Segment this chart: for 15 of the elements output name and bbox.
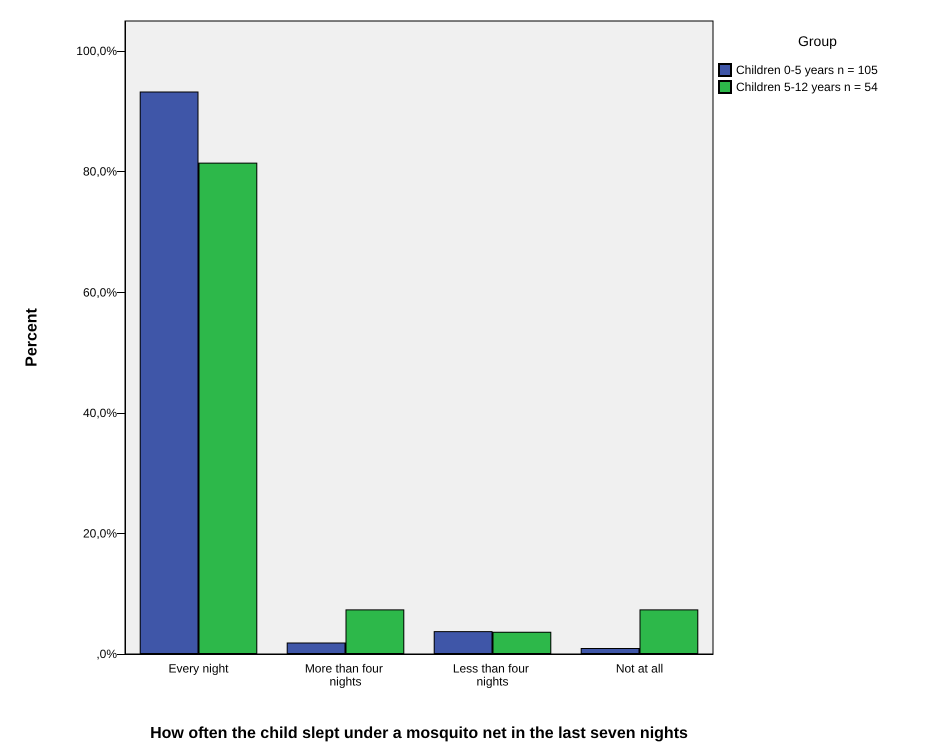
x-axis-title: How often the child slept under a mosquito net in the last seven nights (150, 725, 688, 742)
legend-title: Group (798, 33, 838, 49)
x-tick-label: Every night (168, 662, 230, 676)
y-tick-label: 80,0% (82, 164, 118, 179)
legend-label: Children 5-12 years n = 54 (736, 80, 878, 94)
x-tick-label: More than four nights (304, 662, 386, 688)
y-axis-title: Percent (24, 307, 40, 367)
y-tick-label: 40,0% (82, 406, 118, 420)
legend-label: Children 0-5 years n = 105 (736, 63, 878, 77)
x-tick-label: Not at all (616, 662, 664, 676)
x-tick-label: Less than four nights (452, 662, 532, 688)
y-tick-label: 60,0% (82, 285, 118, 300)
y-tick-label: ,0% (96, 647, 118, 661)
y-tick-label: 100,0% (76, 44, 118, 58)
y-tick-label: 20,0% (82, 526, 118, 540)
